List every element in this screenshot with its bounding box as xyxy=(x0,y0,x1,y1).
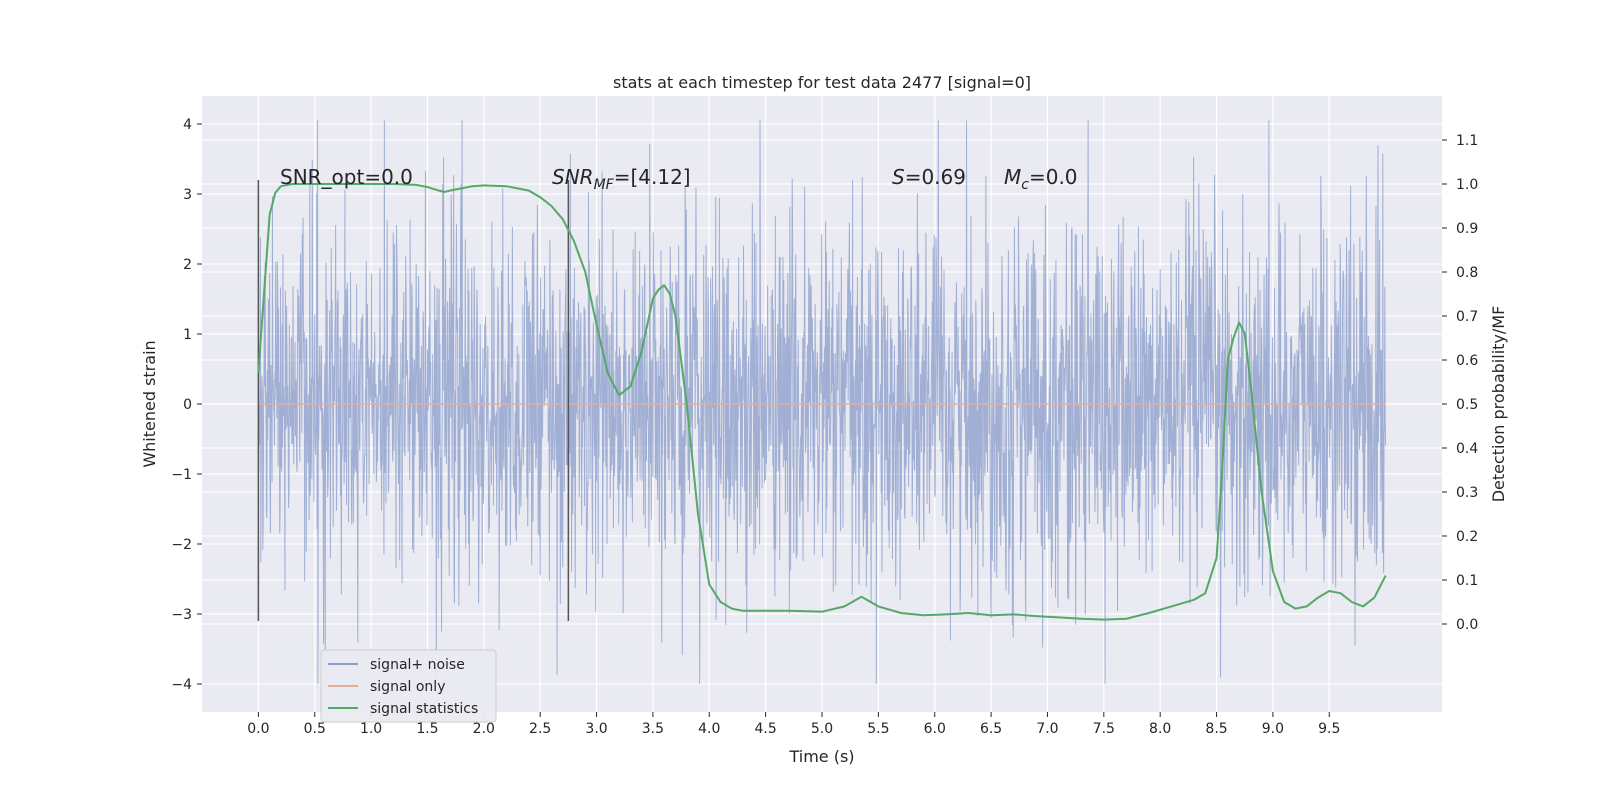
y-tick-label: −1 xyxy=(171,467,192,483)
y-tick-labels: 4 3 2 1 0 −1 −2 −3 −4 xyxy=(171,117,202,693)
x-tick-label: 1.0 xyxy=(360,721,382,737)
snr-mf-symbol: SNR xyxy=(552,165,594,189)
y2-tick-label: 0.7 xyxy=(1456,309,1478,325)
y2-tick-label: 0.0 xyxy=(1456,617,1478,633)
mc-value: =0.0 xyxy=(1029,165,1078,189)
x-tick-label: 8.5 xyxy=(1205,721,1227,737)
x-tick-label: 2.0 xyxy=(473,721,495,737)
legend-label-signal-only: signal only xyxy=(370,679,445,695)
y-tick-label: 0 xyxy=(183,397,192,413)
y2-tick-label: 0.8 xyxy=(1456,265,1478,281)
x-tick-label: 5.0 xyxy=(811,721,833,737)
y2-tick-label: 0.5 xyxy=(1456,397,1478,413)
mc-symbol: M xyxy=(1004,165,1021,189)
y-tick-label: 1 xyxy=(183,327,192,343)
y-tick-label: 2 xyxy=(183,257,192,273)
x-tick-label: 4.0 xyxy=(698,721,720,737)
s-value: =0.69 xyxy=(905,165,966,189)
y2-tick-label: 0.6 xyxy=(1456,353,1478,369)
x-tick-label: 3.0 xyxy=(585,721,607,737)
y-axis-label: Whitened strain xyxy=(140,340,159,467)
x-tick-label: 7.0 xyxy=(1036,721,1058,737)
signal-statistics-line xyxy=(257,183,1387,621)
y2-tick-label: 0.4 xyxy=(1456,441,1478,457)
x-tick-label: 5.5 xyxy=(867,721,889,737)
x-tick-label: 2.5 xyxy=(529,721,551,737)
x-tick-label: 9.0 xyxy=(1262,721,1284,737)
signal-statistics-trace xyxy=(257,183,1387,621)
signal-noise-trace xyxy=(257,120,1387,685)
chart-title: stats at each timestep for test data 247… xyxy=(613,73,1031,92)
x-tick-label: 0.5 xyxy=(304,721,326,737)
y-tick-label: 3 xyxy=(183,187,192,203)
y2-tick-label: 0.9 xyxy=(1456,221,1478,237)
annotation-snr-mf: SNRMF=[4.12] xyxy=(552,165,691,193)
x-tick-label: 8.0 xyxy=(1149,721,1171,737)
x-tick-label: 6.5 xyxy=(980,721,1002,737)
mc-subscript: c xyxy=(1021,177,1029,193)
annotation-snr-opt: SNR_opt=0.0 xyxy=(280,165,413,189)
y2-tick-label: 1.0 xyxy=(1456,177,1478,193)
y-tick-label: −4 xyxy=(171,677,192,693)
y2-tick-labels: 1.1 1.0 0.9 0.8 0.7 0.6 0.5 0.4 0.3 0.2 0.1 0.0 xyxy=(1442,133,1478,633)
x-tick-label: 3.5 xyxy=(642,721,664,737)
snr-mf-subscript: MF xyxy=(594,177,615,193)
signal-noise-line xyxy=(257,120,1387,685)
snr-mf-value: =[4.12] xyxy=(614,165,691,189)
legend-label-signal-noise: signal+ noise xyxy=(370,657,465,673)
s-symbol: S xyxy=(892,165,905,189)
y2-tick-label: 0.1 xyxy=(1456,573,1478,589)
y-tick-label: −3 xyxy=(171,607,192,623)
y2-tick-label: 0.3 xyxy=(1456,485,1478,501)
x-tick-labels: 0.0 0.5 1.0 1.5 2.0 2.5 3.0 3.5 4.0 4.5 5.0 5.5 6.0 6… xyxy=(247,712,1340,737)
y2-tick-label: 0.2 xyxy=(1456,529,1478,545)
x-tick-label: 4.5 xyxy=(755,721,777,737)
legend-box xyxy=(320,649,497,723)
legend: signal+ noise signal only signal statist… xyxy=(320,649,497,723)
legend-label-signal-statistics: signal statistics xyxy=(370,701,478,717)
x-axis-label: Time (s) xyxy=(788,747,854,766)
y2-axis-label: Detection probability/MF xyxy=(1489,306,1508,503)
x-tick-label: 9.5 xyxy=(1318,721,1340,737)
annotation-s: S=0.69 xyxy=(892,165,966,189)
x-tick-label: 7.5 xyxy=(1093,721,1115,737)
y-tick-label: 4 xyxy=(183,117,192,133)
x-tick-label: 0.0 xyxy=(247,721,269,737)
x-tick-label: 6.0 xyxy=(924,721,946,737)
annotation-mc: Mc=0.0 xyxy=(1004,165,1078,193)
y-tick-label: −2 xyxy=(171,537,192,553)
y2-tick-label: 1.1 xyxy=(1456,133,1478,149)
x-tick-label: 1.5 xyxy=(416,721,438,737)
vertical-markers xyxy=(257,180,570,621)
